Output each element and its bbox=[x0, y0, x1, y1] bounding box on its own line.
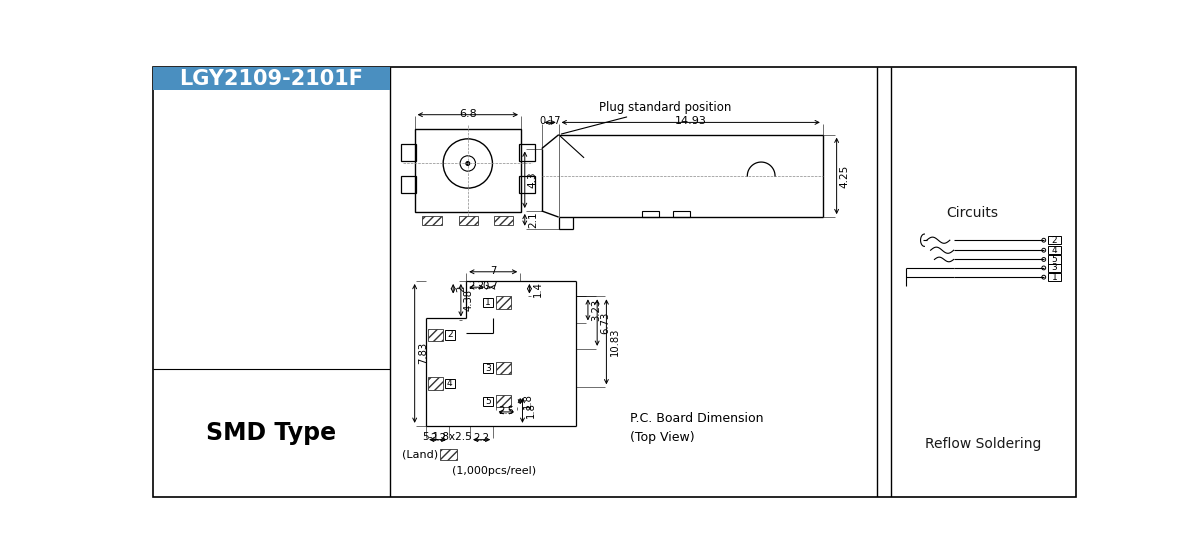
Bar bbox=[1048, 273, 1061, 281]
Text: 2: 2 bbox=[447, 330, 452, 339]
Text: 1.8: 1.8 bbox=[525, 402, 536, 418]
Text: 0.17: 0.17 bbox=[540, 116, 561, 126]
Text: 2.5: 2.5 bbox=[499, 406, 514, 416]
Text: 2.2: 2.2 bbox=[429, 434, 446, 444]
Text: 10.83: 10.83 bbox=[609, 328, 620, 356]
Text: 2: 2 bbox=[457, 286, 466, 292]
Bar bbox=[495, 395, 511, 407]
Bar bbox=[400, 144, 416, 161]
Bar bbox=[494, 215, 513, 225]
Bar bbox=[519, 176, 535, 193]
Text: Circuits: Circuits bbox=[946, 206, 998, 220]
Bar bbox=[422, 215, 441, 225]
Text: (Land): (Land) bbox=[403, 449, 439, 459]
Text: 6.73: 6.73 bbox=[601, 311, 610, 334]
Text: 3: 3 bbox=[486, 363, 492, 373]
Bar bbox=[483, 397, 493, 406]
Bar bbox=[1048, 264, 1061, 272]
Bar bbox=[519, 144, 535, 161]
Bar bbox=[458, 215, 478, 225]
Text: P.C. Board Dimension
(Top View): P.C. Board Dimension (Top View) bbox=[631, 412, 764, 444]
Text: 5: 5 bbox=[1052, 255, 1058, 264]
Text: 4.25: 4.25 bbox=[839, 164, 850, 187]
Text: 14.93: 14.93 bbox=[675, 116, 706, 126]
Bar bbox=[1048, 236, 1061, 244]
Bar bbox=[415, 128, 520, 211]
Text: 4.3: 4.3 bbox=[528, 171, 538, 188]
Bar bbox=[153, 67, 390, 90]
Text: SMD Type: SMD Type bbox=[206, 421, 337, 445]
Text: 2.2: 2.2 bbox=[469, 281, 484, 291]
Text: 5-1.8x2.5: 5-1.8x2.5 bbox=[422, 432, 472, 442]
Text: 2.2: 2.2 bbox=[474, 434, 489, 444]
Text: 6.8: 6.8 bbox=[459, 109, 477, 118]
Bar bbox=[483, 363, 493, 373]
Bar bbox=[483, 298, 493, 307]
Text: 7: 7 bbox=[490, 266, 496, 276]
Bar bbox=[400, 176, 416, 193]
Text: 7.83: 7.83 bbox=[417, 343, 428, 364]
Text: 4.38: 4.38 bbox=[464, 289, 474, 311]
Bar bbox=[495, 296, 511, 309]
Text: 4: 4 bbox=[1052, 246, 1058, 254]
Text: 0.7: 0.7 bbox=[482, 281, 499, 291]
Bar bbox=[1048, 246, 1061, 254]
Bar bbox=[673, 211, 689, 217]
Bar bbox=[641, 211, 658, 217]
Text: 2: 2 bbox=[1052, 235, 1058, 245]
Text: 5: 5 bbox=[486, 397, 492, 406]
Bar bbox=[495, 362, 511, 374]
Text: 1.8: 1.8 bbox=[523, 393, 534, 409]
Text: 2.1: 2.1 bbox=[528, 211, 538, 228]
Text: 4: 4 bbox=[447, 379, 452, 388]
Circle shape bbox=[466, 162, 470, 165]
Text: Reflow Soldering: Reflow Soldering bbox=[926, 437, 1042, 451]
Text: 3.23: 3.23 bbox=[591, 299, 601, 321]
Bar bbox=[440, 449, 457, 460]
Text: LGY2109-2101F: LGY2109-2101F bbox=[180, 69, 363, 89]
Bar bbox=[445, 330, 454, 339]
Text: 1.4: 1.4 bbox=[532, 281, 542, 297]
Bar bbox=[428, 329, 444, 341]
Text: 1: 1 bbox=[486, 298, 492, 307]
Text: Plug standard position: Plug standard position bbox=[561, 100, 731, 134]
Bar bbox=[1048, 255, 1061, 264]
Bar bbox=[428, 377, 444, 389]
Text: (1,000pcs/reel): (1,000pcs/reel) bbox=[452, 466, 536, 476]
Bar bbox=[445, 379, 454, 388]
Text: 3: 3 bbox=[1052, 263, 1058, 272]
Text: 1: 1 bbox=[1052, 273, 1058, 282]
